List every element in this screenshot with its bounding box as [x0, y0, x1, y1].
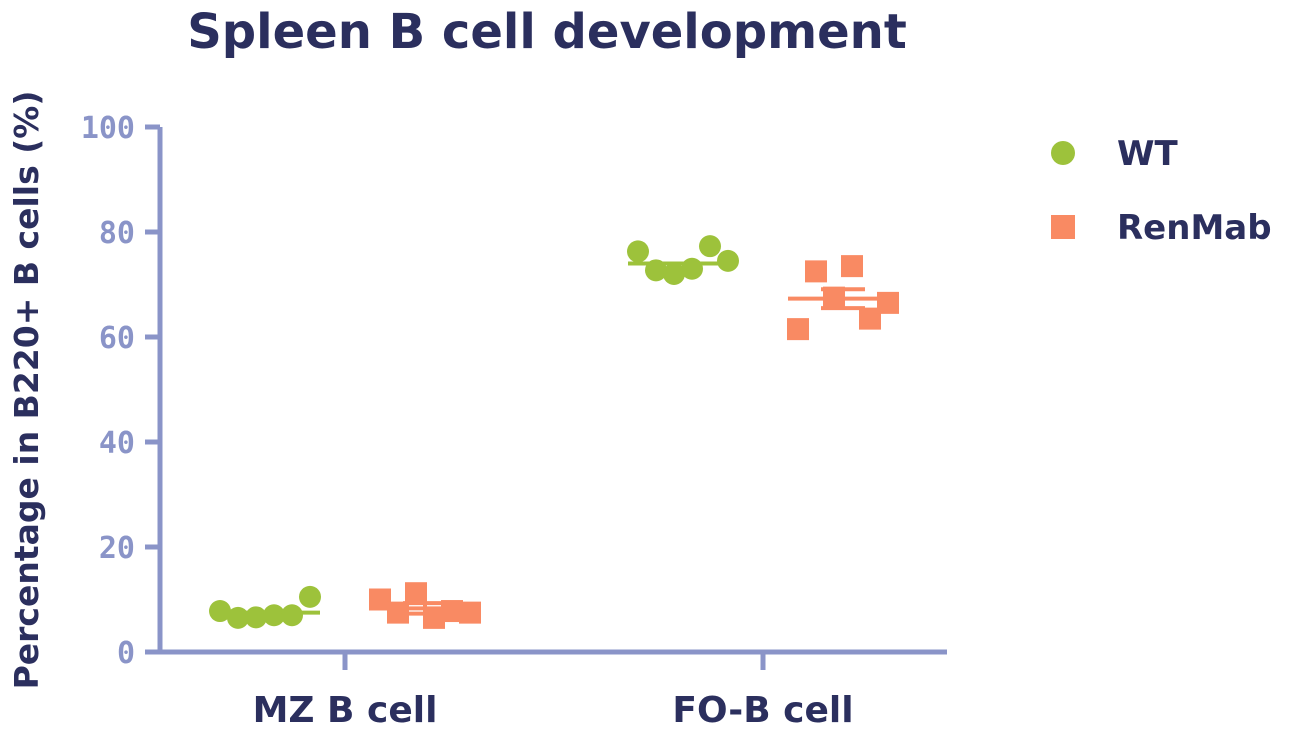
data-point — [299, 585, 321, 608]
series-renmab — [369, 255, 899, 629]
legend-marker-renmab — [1051, 215, 1075, 239]
y-axis-label: Percentage in B220+ B cells (%) — [7, 91, 46, 690]
data-point — [281, 604, 303, 627]
data-point — [369, 588, 391, 611]
data-point — [423, 606, 445, 629]
y-tick-label: 80 — [99, 216, 135, 251]
data-point — [663, 263, 685, 285]
data-point — [699, 235, 721, 258]
data-point — [441, 600, 463, 623]
data-point — [405, 582, 427, 605]
x-tick-labels: MZ B cell FO-B cell — [253, 690, 854, 731]
legend-marker-wt — [1051, 141, 1075, 165]
data-point — [823, 286, 845, 309]
data-point — [645, 259, 667, 282]
legend-label-renmab: RenMab — [1117, 208, 1272, 248]
data-point — [787, 318, 809, 341]
y-tick-label: 20 — [99, 531, 135, 566]
legend-label-wt: WT — [1117, 134, 1179, 174]
data-point — [859, 307, 881, 330]
y-tick-label: 40 — [99, 426, 135, 461]
series-wt — [209, 235, 739, 629]
legend: WT RenMab — [1051, 134, 1272, 248]
x-tick-label: MZ B cell — [253, 690, 438, 731]
data-point — [681, 257, 703, 280]
x-tick-label: FO-B cell — [672, 690, 853, 731]
data-point — [227, 606, 249, 629]
y-tick-labels: 0 20 40 60 80 100 — [81, 111, 135, 671]
data-point — [805, 260, 827, 283]
data-point — [263, 604, 285, 627]
data-point — [717, 249, 739, 272]
data-point — [209, 600, 231, 623]
y-tick-label: 0 — [117, 636, 135, 671]
data-point — [245, 606, 267, 629]
data-point — [627, 240, 649, 263]
axes — [145, 124, 947, 670]
data-marks — [209, 235, 899, 629]
data-point — [841, 255, 863, 278]
y-tick-label: 100 — [81, 111, 135, 146]
data-point — [387, 601, 409, 624]
data-point — [459, 601, 481, 624]
data-point — [877, 291, 899, 314]
y-tick-label: 60 — [99, 321, 135, 356]
chart-title: Spleen B cell development — [187, 4, 907, 60]
